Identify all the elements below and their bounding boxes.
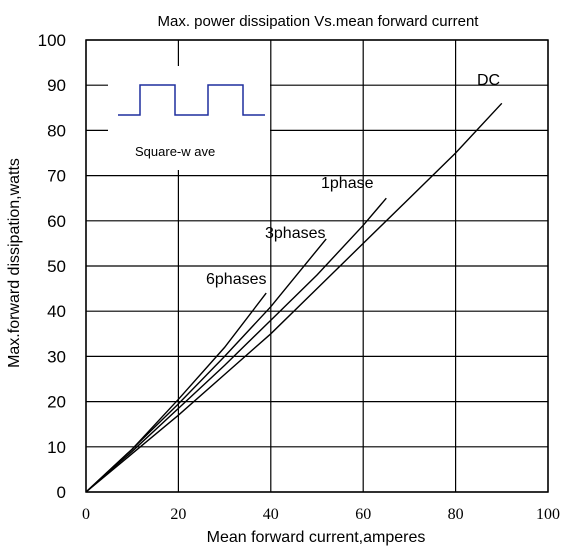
series-labels: 6phases 3phases 1phase DC [206, 72, 500, 288]
x-tick-label-2: 40 [263, 506, 279, 523]
y-tick-label-8: 80 [47, 121, 66, 140]
y-tick-label-3: 30 [47, 347, 66, 366]
series-line-6phases [85, 292, 267, 493]
x-tick-labels: 0 20 40 60 80 100 [82, 506, 560, 523]
plot-frame [85, 39, 549, 493]
x-tick-label-5: 100 [536, 506, 560, 523]
series-line-1phase [85, 197, 387, 493]
series-label-DC: DC [477, 72, 500, 89]
y-tick-label-4: 40 [47, 302, 66, 321]
y-tick-label-10: 100 [38, 31, 66, 50]
grid [85, 39, 549, 493]
y-tick-label-6: 60 [47, 212, 66, 231]
x-tick-label-3: 60 [355, 506, 371, 523]
series-label-3phases: 3phases [265, 225, 326, 242]
series-lines [85, 102, 503, 493]
square-wave-icon [118, 84, 265, 116]
y-tick-label-9: 90 [47, 76, 66, 95]
chart-title: Max. power dissipation Vs.mean forward c… [158, 13, 480, 30]
x-tick-label-4: 80 [448, 506, 464, 523]
series-line-3phases [85, 238, 327, 493]
x-axis-label: Mean forward current,amperes [207, 529, 426, 546]
legend: Square-w ave [108, 66, 270, 170]
y-tick-label-1: 10 [47, 438, 66, 457]
series-label-6phases: 6phases [206, 271, 267, 288]
series-line-DC [85, 102, 503, 493]
x-tick-label-0: 0 [82, 506, 90, 523]
y-tick-label-7: 70 [47, 167, 66, 186]
y-tick-label-5: 50 [47, 257, 66, 276]
x-tick-label-1: 20 [170, 506, 186, 523]
legend-background [108, 66, 270, 170]
series-label-1phase: 1phase [321, 175, 374, 192]
y-tick-labels: 0 10 20 30 40 50 60 70 80 90 100 [38, 31, 66, 502]
y-tick-label-2: 20 [47, 393, 66, 412]
legend-label: Square-w ave [135, 144, 215, 159]
y-axis-label: Max.forward dissipation,watts [6, 158, 23, 368]
y-tick-label-0: 0 [57, 483, 66, 502]
